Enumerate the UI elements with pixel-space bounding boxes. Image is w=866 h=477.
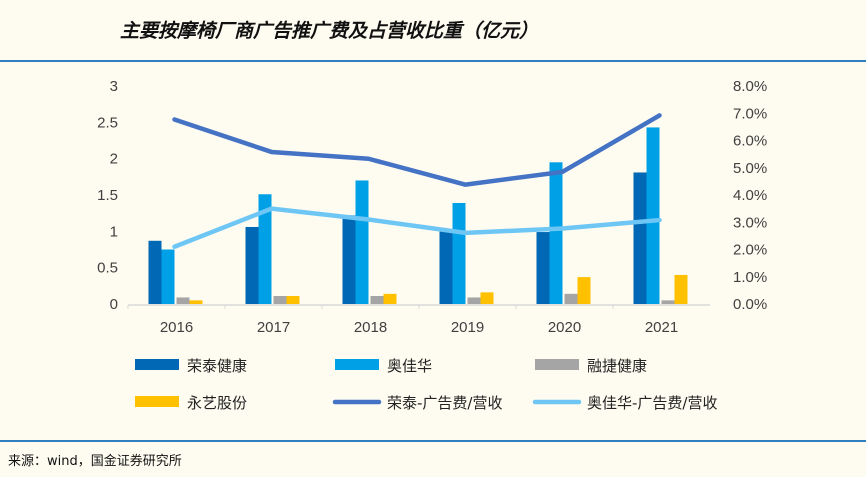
left-axis-tick-label: 1.5 [97, 187, 118, 204]
legend-label: 永艺股份 [187, 394, 247, 412]
bottom-divider [0, 440, 866, 442]
chart-area: 0 0.5 1 1.5 2 2.5 3 0.0% 1.0% 2.0% 3.0% 4.0% 5.0% 6.0… [97, 78, 767, 412]
right-axis-tick-label: 0.0% [733, 296, 767, 313]
right-axis-tick-label: 2.0% [733, 242, 767, 259]
x-axis-tick-label: 2019 [451, 319, 484, 336]
x-axis-tick-label: 2017 [257, 319, 290, 336]
legend-swatch [335, 359, 379, 370]
bar-奥佳华-2021 [646, 127, 660, 304]
bar-奥佳华-2020 [549, 162, 563, 304]
right-axis-tick-label: 4.0% [733, 187, 767, 204]
bar-永艺股份-2019 [480, 292, 494, 304]
left-axis-tick-label: 2 [110, 151, 118, 168]
legend-label: 荣泰健康 [187, 357, 247, 375]
left-axis-tick-label: 0.5 [97, 260, 118, 277]
bar-奥佳华-2017 [258, 194, 272, 304]
line-荣泰-广告费/营收 [172, 113, 662, 187]
legend-label: 奥佳华 [387, 357, 432, 375]
line-奥佳华-广告费/营收 [172, 206, 662, 250]
bar-奥佳华-2019 [452, 202, 466, 304]
bar-荣泰健康-2018 [342, 215, 356, 304]
bar-永艺股份-2020 [577, 277, 591, 304]
legend-label: 融捷健康 [587, 357, 647, 375]
bar-融捷健康-2017 [273, 296, 287, 304]
left-axis-tick-label: 2.5 [97, 114, 118, 131]
right-axis-tick-label: 3.0% [733, 214, 767, 231]
bar-永艺股份-2016 [189, 300, 203, 304]
legend-label: 奥佳华-广告费/营收 [587, 394, 717, 412]
bar-永艺股份-2021 [674, 274, 688, 304]
right-axis-tick-label: 1.0% [733, 269, 767, 286]
bar-荣泰健康-2021 [633, 172, 647, 304]
x-axis-tick-label: 2018 [354, 319, 387, 336]
bar-融捷健康-2020 [564, 293, 578, 304]
legend-swatch [135, 396, 179, 407]
right-axis-tick-label: 8.0% [733, 78, 767, 95]
right-axis-tick-label: 5.0% [733, 160, 767, 177]
legend-swatch [535, 359, 579, 370]
bar-奥佳华-2016 [161, 249, 175, 304]
x-axis-tick-label: 2016 [160, 319, 193, 336]
x-axis-tick-label: 2020 [548, 319, 581, 336]
chart-title: 主要按摩椅厂商广告推广费及占营收比重（亿元） [120, 20, 539, 42]
right-axis-tick-label: 7.0% [733, 105, 767, 122]
top-divider [0, 60, 866, 62]
bar-永艺股份-2017 [286, 296, 300, 304]
x-axis-tick-label: 2021 [645, 319, 678, 336]
legend-swatch [135, 359, 179, 370]
source-note: 来源：wind，国金证券研究所 [8, 454, 182, 469]
left-axis-tick-label: 0 [110, 296, 118, 313]
left-axis-tick-label: 3 [110, 78, 118, 95]
left-axis-tick-label: 1 [110, 223, 118, 240]
bar-融捷健康-2019 [467, 297, 481, 304]
bar-融捷健康-2016 [176, 297, 190, 304]
bar-荣泰健康-2020 [536, 232, 550, 304]
right-axis-tick-label: 6.0% [733, 133, 767, 150]
bar-荣泰健康-2017 [245, 226, 259, 304]
legend-label: 荣泰-广告费/营收 [387, 394, 502, 412]
bar-融捷健康-2021 [661, 300, 675, 304]
bar-荣泰健康-2019 [439, 231, 453, 304]
bar-奥佳华-2018 [355, 180, 369, 304]
bar-永艺股份-2018 [383, 293, 397, 304]
bar-荣泰健康-2016 [148, 240, 162, 304]
bar-融捷健康-2018 [370, 296, 384, 304]
